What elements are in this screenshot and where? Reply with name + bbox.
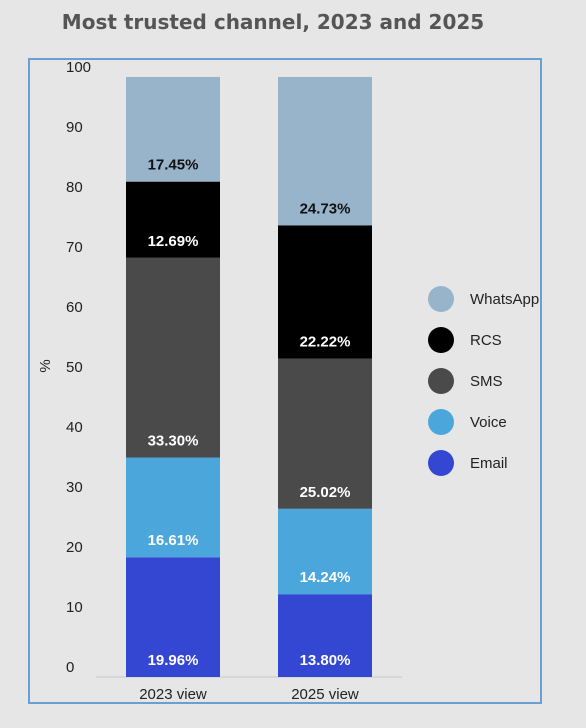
bars: 19.96% 16.61% 33.30% 12.69% 17.45% 13.80% 14.2… (126, 76, 372, 677)
data-label-voice: 16.61% (148, 532, 199, 549)
y-tick-label: 20 (66, 539, 83, 556)
bar-segment-voice (126, 457, 220, 558)
x-tick-label: 2023 view (139, 686, 207, 703)
data-label-rcs: 22.22% (300, 334, 351, 351)
data-label-sms: 25.02% (300, 484, 351, 501)
bar-segment-sms (126, 257, 220, 458)
y-tick-label: 10 (66, 599, 83, 616)
chart-frame (28, 58, 542, 704)
y-tick-label: 30 (66, 479, 83, 496)
y-tick-label: 0 (66, 659, 74, 676)
bar-segment-sms (278, 358, 372, 509)
y-tick-label: 50 (66, 359, 83, 376)
bar-segment-voice (278, 508, 372, 595)
bar-segment-whatsapp (278, 76, 372, 226)
chart-title: Most trusted channel, 2023 and 2025 (61, 10, 485, 34)
y-tick-label: 90 (66, 119, 83, 136)
legend-label-rcs: RCS (470, 332, 502, 349)
bar-segment-email (278, 594, 372, 677)
legend-swatch-sms (428, 368, 454, 394)
bar-segment-email (126, 557, 220, 677)
y-tick-label: 40 (66, 419, 83, 436)
x-tick-label: 2025 view (291, 686, 359, 703)
y-tick-label: 100 (66, 59, 91, 76)
data-label-voice: 14.24% (300, 569, 351, 586)
bar-segment-rcs (126, 181, 220, 258)
legend-swatch-whatsapp (428, 286, 454, 312)
legend-label-voice: Voice (470, 414, 507, 431)
data-label-whatsapp: 17.45% (148, 157, 199, 174)
legend: WhatsApp RCS SMS Voice Email (428, 286, 539, 476)
bar-segment-rcs (278, 225, 372, 359)
data-label-sms: 33.30% (148, 433, 199, 450)
legend-label-whatsapp: WhatsApp (470, 291, 539, 308)
y-axis-ticks: 0 10 20 30 40 50 60 70 80 90 100 (66, 59, 91, 676)
x-axis-labels: 2023 view 2025 view (139, 686, 359, 703)
legend-swatch-email (428, 450, 454, 476)
data-label-email: 19.96% (148, 652, 199, 669)
y-tick-label: 70 (66, 239, 83, 256)
y-tick-label: 60 (66, 299, 83, 316)
legend-label-email: Email (470, 455, 508, 472)
data-label-email: 13.80% (300, 652, 351, 669)
y-tick-label: 80 (66, 179, 83, 196)
bar-segment-whatsapp (126, 76, 220, 182)
y-axis-label: % (37, 359, 54, 372)
data-label-whatsapp: 24.73% (300, 200, 351, 217)
legend-swatch-voice (428, 409, 454, 435)
data-label-rcs: 12.69% (148, 233, 199, 250)
legend-label-sms: SMS (470, 373, 503, 390)
legend-swatch-rcs (428, 327, 454, 353)
